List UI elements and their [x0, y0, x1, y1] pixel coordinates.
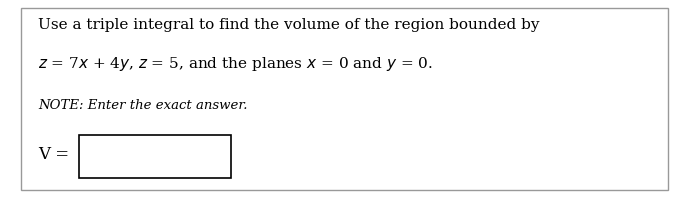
Text: V =: V = [38, 146, 69, 163]
Bar [79, 135, 231, 178]
Text: Use a triple integral to find the volume of the region bounded by: Use a triple integral to find the volume… [38, 18, 539, 32]
Text: $z$ = 7$x$ + 4$y$, $z$ = 5, and the planes $x$ = 0 and $y$ = 0.: $z$ = 7$x$ + 4$y$, $z$ = 5, and the plan… [38, 55, 433, 73]
Text: NOTE: Enter the exact answer.: NOTE: Enter the exact answer. [38, 99, 247, 112]
